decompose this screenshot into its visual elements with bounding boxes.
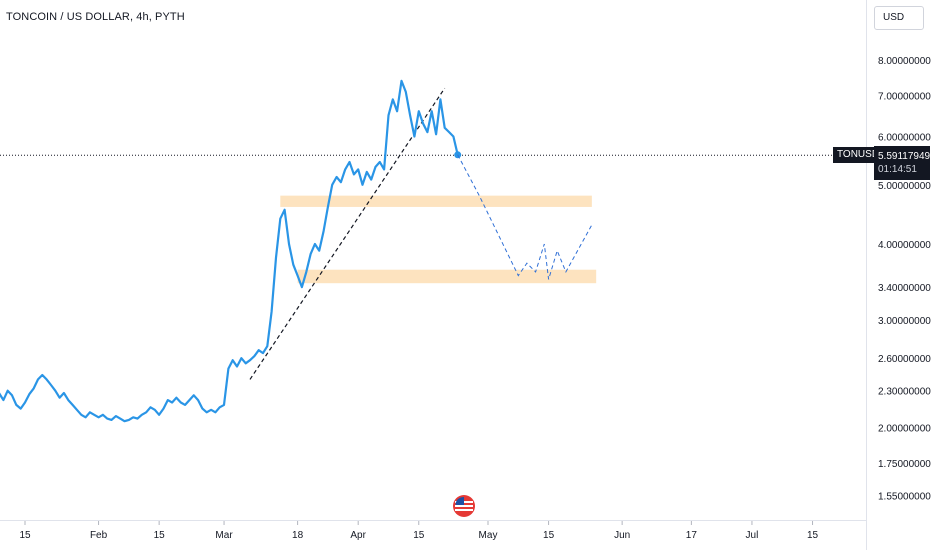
y-tick-label-7: 2.60000000 bbox=[878, 354, 931, 365]
currency-selector[interactable]: USD bbox=[874, 6, 924, 30]
y-tick-label-8: 2.30000000 bbox=[878, 387, 931, 398]
y-tick-label-4: 4.00000000 bbox=[878, 240, 931, 251]
x-tick-label-12: 15 bbox=[807, 530, 819, 541]
y-tick-label-10: 1.75000000 bbox=[878, 459, 931, 470]
x-tick-label-7: May bbox=[479, 530, 498, 541]
y-tick-label-0: 8.00000000 bbox=[878, 56, 931, 67]
last-price-value: 5.59117949 bbox=[878, 150, 930, 163]
x-tick-label-10: 17 bbox=[686, 530, 698, 541]
x-tick-label-3: Mar bbox=[215, 530, 233, 541]
projection-path bbox=[458, 155, 592, 280]
x-tick-label-6: 15 bbox=[413, 530, 425, 541]
last-price-dot bbox=[454, 151, 461, 158]
price-axis-border bbox=[866, 0, 867, 550]
x-tick-label-1: Feb bbox=[90, 530, 108, 541]
us-flag-logo-icon[interactable] bbox=[452, 494, 476, 518]
price-series-line bbox=[0, 81, 458, 421]
y-tick-label-1: 7.00000000 bbox=[878, 92, 931, 103]
zone-rect-1 bbox=[298, 270, 597, 283]
time-axis-border bbox=[0, 520, 866, 521]
zone-rect-0 bbox=[280, 196, 592, 207]
x-tick-label-8: 15 bbox=[543, 530, 555, 541]
y-tick-label-5: 3.40000000 bbox=[878, 283, 931, 294]
x-tick-label-11: Jul bbox=[746, 530, 759, 541]
last-price-tag: 5.59117949 01:14:51 bbox=[874, 146, 930, 180]
y-tick-label-6: 3.00000000 bbox=[878, 316, 931, 327]
x-tick-label-4: 18 bbox=[292, 530, 304, 541]
bar-countdown: 01:14:51 bbox=[878, 163, 930, 176]
y-tick-label-9: 2.00000000 bbox=[878, 424, 931, 435]
y-tick-label-2: 6.00000000 bbox=[878, 132, 931, 143]
chart-title: TONCOIN / US DOLLAR, 4h, PYTH bbox=[6, 11, 185, 23]
x-tick-label-2: 15 bbox=[154, 530, 166, 541]
y-tick-label-11: 1.55000000 bbox=[878, 491, 931, 502]
x-tick-label-9: Jun bbox=[614, 530, 630, 541]
y-tick-label-3: 5.00000000 bbox=[878, 181, 931, 192]
x-tick-label-5: Apr bbox=[350, 530, 366, 541]
x-tick-label-0: 15 bbox=[19, 530, 31, 541]
